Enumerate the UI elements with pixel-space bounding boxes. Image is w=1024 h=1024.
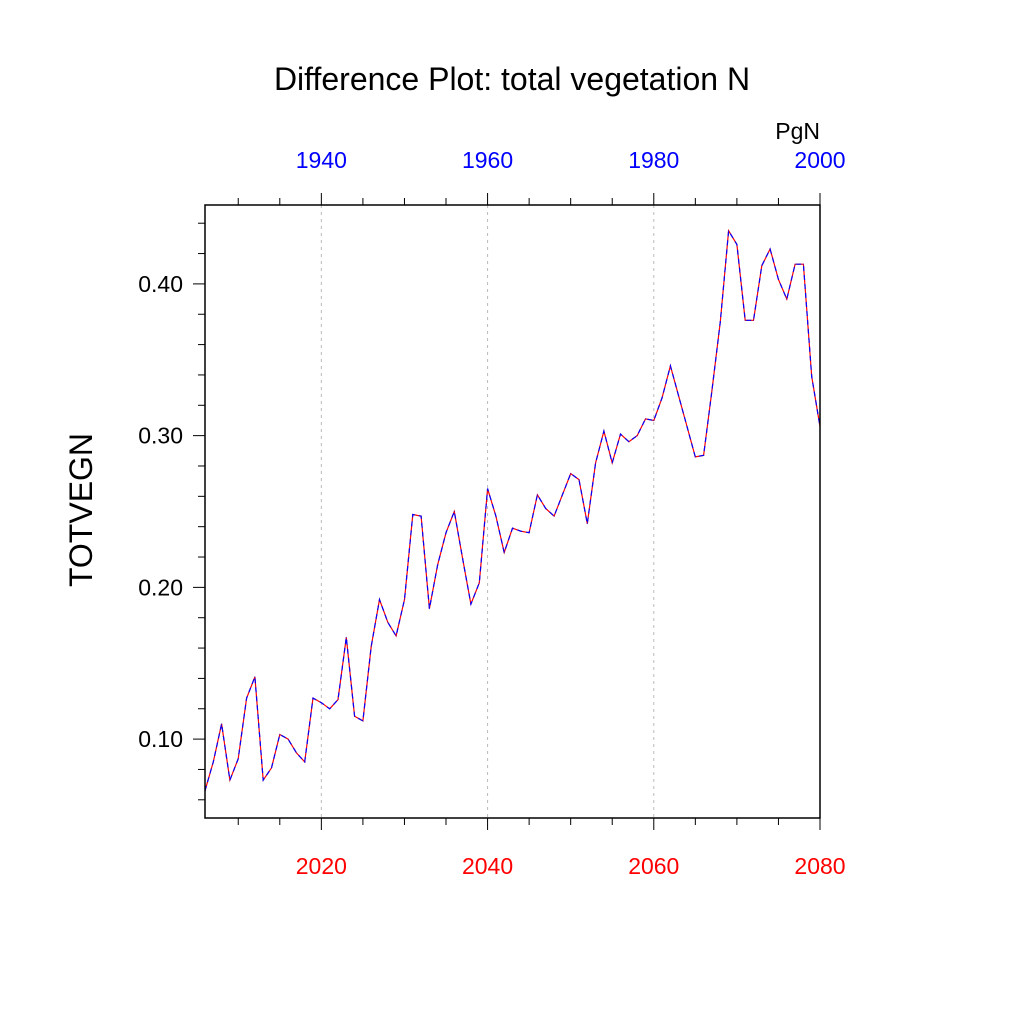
data-point: [387, 621, 389, 623]
data-point: [312, 697, 314, 699]
data-point: [378, 598, 381, 601]
data-point: [694, 456, 696, 458]
data-point: [752, 319, 755, 321]
data-point: [703, 454, 705, 456]
x-top-tick-label: 2000: [794, 147, 845, 173]
data-point: [395, 635, 397, 637]
data-point: [553, 515, 555, 517]
data-point: [354, 715, 356, 717]
data-point: [304, 761, 306, 763]
data-point: [503, 551, 505, 554]
data-point: [262, 779, 264, 781]
data-point: [437, 564, 439, 566]
data-point: [237, 758, 239, 760]
data-point: [570, 473, 572, 475]
data-point: [528, 532, 530, 534]
data-point: [420, 515, 422, 517]
data-point: [295, 752, 297, 754]
data-point: [287, 738, 289, 740]
series-layer: [204, 228, 821, 792]
data-point: [719, 321, 721, 323]
data-point: [370, 645, 372, 648]
data-point: [653, 419, 655, 422]
units-label: PgN: [775, 118, 820, 144]
series-line-red: [204, 228, 821, 791]
x-bottom-tick-label: 2060: [628, 853, 679, 879]
data-point: [511, 527, 514, 529]
data-point: [270, 767, 273, 769]
chart-title: Difference Plot: total vegetation N: [274, 61, 750, 97]
x-top-tick-label: 1940: [296, 147, 347, 173]
y-tick-label: 0.30: [138, 423, 183, 449]
data-point: [786, 298, 788, 300]
data-point: [561, 494, 564, 496]
data-point: [254, 676, 256, 678]
data-point: [229, 779, 231, 781]
data-point: [279, 733, 281, 736]
data-point: [536, 494, 539, 496]
data-point: [794, 263, 796, 265]
y-axis-label: TOTVEGN: [63, 433, 99, 587]
data-point: [462, 557, 464, 560]
x-bottom-tick-label: 2040: [462, 853, 513, 879]
data-point: [736, 243, 738, 246]
y-tick-label: 0.20: [138, 574, 183, 600]
data-point: [428, 608, 430, 610]
data-point: [345, 636, 347, 639]
data-point: [221, 723, 223, 725]
data-point: [320, 702, 322, 704]
grid-lines: [320, 205, 655, 818]
data-point: [329, 708, 331, 710]
data-point: [362, 720, 364, 722]
data-point: [802, 263, 805, 265]
x-top-tick-label: 1980: [628, 147, 679, 173]
data-point: [777, 278, 780, 280]
data-point: [586, 523, 588, 525]
data-point: [769, 248, 771, 250]
data-point: [478, 582, 480, 584]
data-point: [445, 532, 447, 534]
axes-layer: 0.10 0.20 0.30 0.40 2020 2040 2060 2080 1940 1960…: [138, 147, 845, 879]
y-tick-label: 0.10: [138, 726, 183, 752]
x-bottom-tick-label: 2020: [296, 853, 347, 879]
data-point: [661, 397, 663, 399]
data-point: [495, 515, 497, 517]
data-point: [619, 433, 622, 435]
data-point: [636, 435, 638, 437]
data-point: [628, 441, 630, 443]
data-point: [711, 389, 713, 391]
x-top-tick-label: 1960: [462, 147, 513, 173]
data-point: [728, 230, 730, 232]
data-point: [611, 462, 613, 464]
data-point: [644, 418, 647, 420]
data-point: [545, 507, 547, 510]
data-point: [487, 488, 489, 490]
data-point: [212, 761, 214, 763]
data-point: [578, 479, 580, 481]
data-point: [603, 430, 605, 432]
plot-frame: [204, 204, 821, 819]
data-point: [678, 395, 680, 397]
data-point: [595, 462, 597, 464]
series-line-blue: [204, 228, 821, 791]
x-bottom-tick-label: 2080: [794, 853, 845, 879]
y-tick-label: 0.40: [138, 271, 183, 297]
data-point: [669, 365, 672, 367]
data-point: [470, 603, 472, 605]
data-point: [686, 425, 688, 428]
data-point: [337, 699, 339, 701]
data-point: [520, 530, 522, 532]
data-point: [412, 513, 414, 516]
data-point: [246, 697, 248, 699]
data-point: [403, 598, 406, 601]
data-point: [811, 375, 813, 378]
data-point: [453, 510, 455, 513]
data-point: [761, 265, 763, 267]
data-point: [744, 319, 746, 321]
